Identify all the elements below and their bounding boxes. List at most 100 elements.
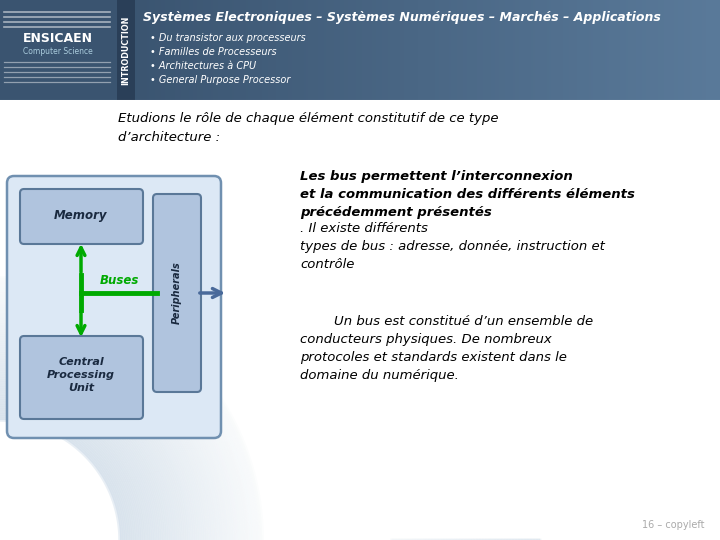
Bar: [601, 0, 603, 100]
Bar: [716, 0, 718, 100]
Bar: [338, 0, 340, 100]
Bar: [284, 0, 286, 100]
Bar: [306, 0, 308, 100]
Bar: [570, 0, 571, 100]
Text: Etudions le rôle de chaque élément constitutif de ce type
d’architecture :: Etudions le rôle de chaque élément const…: [118, 112, 498, 144]
Bar: [491, 0, 493, 100]
Bar: [163, 0, 166, 100]
Bar: [243, 0, 246, 100]
Bar: [656, 0, 657, 100]
Bar: [384, 0, 387, 100]
Bar: [552, 0, 553, 100]
Bar: [618, 0, 619, 100]
Bar: [639, 0, 642, 100]
Text: Peripherals: Peripherals: [172, 261, 182, 325]
Text: Systèmes Electroniques – Systèmes Numériques – Marchés – Applications: Systèmes Electroniques – Systèmes Numéri…: [143, 11, 661, 24]
Bar: [485, 0, 487, 100]
Bar: [561, 0, 563, 100]
Bar: [425, 0, 426, 100]
Bar: [420, 0, 423, 100]
Bar: [346, 0, 348, 100]
Bar: [266, 0, 268, 100]
Text: INTRODUCTION: INTRODUCTION: [122, 15, 130, 85]
Bar: [406, 0, 408, 100]
Bar: [702, 0, 704, 100]
Bar: [252, 0, 253, 100]
Bar: [418, 0, 420, 100]
Bar: [581, 0, 583, 100]
Bar: [680, 0, 682, 100]
Bar: [117, 0, 135, 100]
Bar: [525, 0, 527, 100]
Bar: [511, 0, 513, 100]
Bar: [446, 0, 449, 100]
Bar: [282, 0, 284, 100]
Bar: [359, 0, 360, 100]
Bar: [368, 0, 370, 100]
Bar: [194, 0, 195, 100]
Bar: [204, 0, 205, 100]
Bar: [398, 0, 400, 100]
Bar: [678, 0, 680, 100]
Bar: [410, 0, 413, 100]
Bar: [310, 0, 312, 100]
Bar: [599, 0, 601, 100]
Bar: [135, 0, 137, 100]
Bar: [181, 0, 184, 100]
Bar: [626, 0, 628, 100]
Bar: [423, 0, 425, 100]
Bar: [264, 0, 266, 100]
Bar: [177, 0, 179, 100]
Bar: [474, 0, 477, 100]
Bar: [184, 0, 185, 100]
Bar: [662, 0, 664, 100]
Bar: [464, 0, 467, 100]
Bar: [352, 0, 354, 100]
Bar: [598, 0, 600, 100]
Bar: [290, 0, 292, 100]
Text: • Familles de Processeurs: • Familles de Processeurs: [150, 47, 276, 57]
Bar: [121, 0, 123, 100]
Bar: [611, 0, 613, 100]
Bar: [392, 0, 395, 100]
Bar: [467, 0, 469, 100]
Bar: [145, 0, 147, 100]
Bar: [495, 0, 497, 100]
Bar: [473, 0, 474, 100]
Bar: [175, 0, 177, 100]
Bar: [565, 0, 567, 100]
Text: Computer Science: Computer Science: [23, 48, 93, 57]
Bar: [559, 0, 561, 100]
Bar: [123, 0, 125, 100]
Bar: [215, 0, 217, 100]
Bar: [449, 0, 451, 100]
Bar: [207, 0, 210, 100]
Bar: [212, 0, 214, 100]
Text: ENSICAEN: ENSICAEN: [23, 31, 93, 44]
Bar: [233, 0, 235, 100]
Text: Les bus permettent l’interconnexion
et la communication des différents éléments
: Les bus permettent l’interconnexion et l…: [300, 170, 635, 219]
Bar: [278, 0, 280, 100]
Bar: [692, 0, 694, 100]
Bar: [718, 0, 720, 100]
Bar: [501, 0, 503, 100]
Bar: [220, 0, 222, 100]
Bar: [342, 0, 344, 100]
Bar: [573, 0, 575, 100]
Bar: [312, 0, 314, 100]
Bar: [666, 0, 667, 100]
Bar: [616, 0, 618, 100]
Bar: [503, 0, 505, 100]
Bar: [438, 0, 441, 100]
Bar: [461, 0, 463, 100]
Bar: [171, 0, 174, 100]
Bar: [445, 0, 446, 100]
Bar: [280, 0, 282, 100]
Bar: [127, 0, 129, 100]
Bar: [322, 0, 324, 100]
Bar: [543, 0, 545, 100]
Bar: [137, 0, 139, 100]
Bar: [364, 0, 366, 100]
Bar: [258, 0, 260, 100]
Bar: [646, 0, 648, 100]
